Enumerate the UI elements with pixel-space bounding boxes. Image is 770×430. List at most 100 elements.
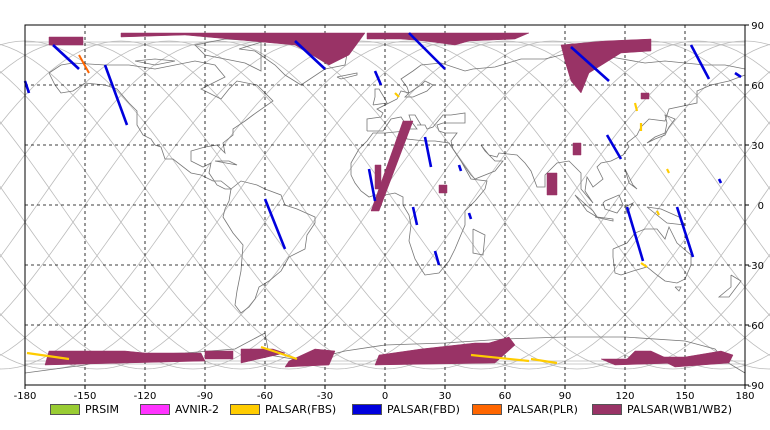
legend-swatch-avnir-2 <box>140 403 170 415</box>
fbd-coverage-track <box>467 212 473 220</box>
coastline <box>222 180 316 314</box>
wb-coverage-swath <box>284 348 336 368</box>
fbd-coverage-track <box>625 206 645 262</box>
latitude-tick-labels: 90 60 30 0 -30 -60 -90 <box>745 21 764 392</box>
fbs-coverage-track <box>666 168 670 174</box>
coastline <box>134 58 176 66</box>
wb-coverage-swath <box>370 120 414 212</box>
legend-item-prsim: PRSIM <box>50 402 119 416</box>
wb-coverage-swath <box>44 350 206 366</box>
y-tick-label: -30 <box>748 261 764 272</box>
x-tick-label: -90 <box>197 391 213 402</box>
fbd-coverage-track <box>263 198 287 250</box>
legend-swatch-palsar-fbd <box>352 403 382 415</box>
x-tick-label: 180 <box>735 391 754 402</box>
map-grid <box>25 25 745 385</box>
x-tick-label: -120 <box>134 391 157 402</box>
y-tick-label: -90 <box>748 381 764 392</box>
orbit-track <box>600 40 770 191</box>
wb-coverage-swath <box>374 336 516 366</box>
coastline <box>336 72 358 80</box>
coastline <box>367 74 746 204</box>
coastline <box>194 38 262 72</box>
fbs-coverage-track <box>26 351 70 361</box>
wb-coverage-swath <box>546 172 558 196</box>
legend-swatch-palsar-fbs <box>230 403 260 415</box>
legend-label-palsar-fbs: PALSAR(FBS) <box>265 402 337 416</box>
coastline <box>48 60 274 190</box>
legend-label-palsar-wb: PALSAR(WB1/WB2) <box>627 402 733 416</box>
wb-coverage-swath <box>438 184 448 194</box>
y-tick-label: -60 <box>748 321 764 332</box>
x-tick-label: 90 <box>559 391 572 402</box>
orbit-track <box>552 40 770 258</box>
fbs-coverage-track <box>470 353 530 363</box>
legend-label-avnir-2: AVNIR-2 <box>175 402 219 416</box>
coastline <box>624 202 635 214</box>
legend-item-avnir-2: AVNIR-2 <box>140 402 219 416</box>
orbit-track <box>0 40 650 370</box>
coverage-map: -180 -150 -120 -90 -60 -30 0 30 60 90 120 150 180 90… <box>0 21 770 402</box>
y-tick-label: 0 <box>758 201 764 212</box>
fbd-coverage-track <box>734 71 742 79</box>
wb-coverage-swath <box>600 350 678 366</box>
fbd-coverage-track <box>605 134 623 160</box>
wb-coverage-swath <box>120 32 366 66</box>
wb-coverage-swath <box>240 348 286 364</box>
wb-coverage-swath <box>204 350 234 360</box>
fbd-coverage-track <box>103 64 129 126</box>
x-tick-label: 120 <box>615 391 634 402</box>
x-tick-label: -60 <box>257 391 273 402</box>
wb-coverage-swath <box>560 38 652 94</box>
x-tick-label: 150 <box>675 391 694 402</box>
fbd-coverage-track <box>367 168 377 202</box>
coastline <box>372 88 388 106</box>
longitude-tick-labels: -180 -150 -120 -90 -60 -30 0 30 60 90 120 150 180 <box>14 385 755 402</box>
orbit-track <box>0 40 362 370</box>
coastline <box>612 225 692 284</box>
coastline <box>594 216 614 222</box>
coastline <box>472 228 486 256</box>
fbd-coverage-track <box>373 70 383 86</box>
fbd-coverage-track <box>717 178 723 184</box>
fbd-coverage-track <box>570 46 610 82</box>
orbit-track <box>648 40 770 125</box>
y-tick-label: 90 <box>751 21 764 32</box>
coverage-swaths <box>23 32 742 368</box>
fbd-coverage-track <box>294 40 326 70</box>
y-tick-label: 60 <box>751 81 764 92</box>
orbit-track <box>0 40 410 370</box>
coastline <box>646 114 676 144</box>
legend-swatch-prsim <box>50 403 80 415</box>
legend-item-palsar-fbs: PALSAR(FBS) <box>230 402 336 416</box>
wb-coverage-swath <box>366 32 402 40</box>
legend-label-prsim: PRSIM <box>85 402 119 416</box>
fbs-coverage-track <box>394 92 400 98</box>
coastline <box>674 286 682 292</box>
coastline <box>602 194 624 214</box>
fbs-coverage-track <box>633 102 639 112</box>
fbd-coverage-track <box>423 136 433 168</box>
fbd-coverage-track <box>23 80 31 94</box>
coastline <box>214 160 238 166</box>
legend-item-palsar-wb: PALSAR(WB1/WB2) <box>592 402 732 416</box>
wb-coverage-swath <box>572 142 582 156</box>
legend-swatch-palsar-plr <box>472 403 502 415</box>
fbs-coverage-track <box>530 357 558 365</box>
x-tick-label: 60 <box>499 391 512 402</box>
orbit-track <box>0 40 314 356</box>
y-tick-label: 30 <box>751 141 764 152</box>
fbd-coverage-track <box>689 44 711 80</box>
x-tick-label: 30 <box>439 391 452 402</box>
plr-coverage-track <box>78 54 90 74</box>
orbit-track <box>0 40 458 370</box>
orbit-track <box>0 40 602 370</box>
legend: PRSIM AVNIR-2 PALSAR(FBS) PALSAR(FBD) PA… <box>0 402 770 420</box>
coastline <box>624 168 638 190</box>
x-tick-label: -150 <box>74 391 97 402</box>
fbd-coverage-track <box>52 44 80 70</box>
fbd-coverage-track <box>408 32 446 70</box>
x-tick-label: -180 <box>14 391 37 402</box>
wb-coverage-swath <box>640 92 650 100</box>
fbs-coverage-track <box>260 345 298 361</box>
